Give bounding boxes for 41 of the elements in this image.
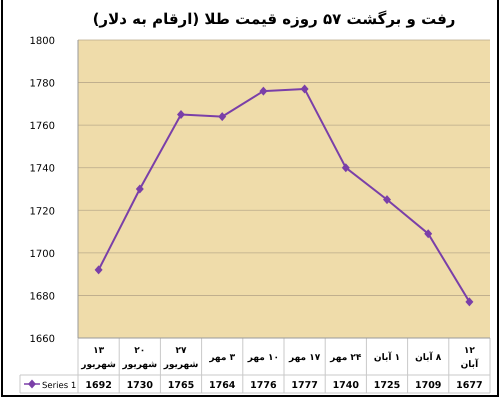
data-label: 1765 [168, 380, 194, 391]
point [177, 110, 185, 119]
x-tick-label: ۲۷ شهریور [162, 346, 198, 370]
legend: Series 1 [24, 380, 76, 391]
point [465, 297, 474, 306]
y-tick-label: 1800 [30, 36, 55, 47]
data-label: 1730 [126, 380, 154, 391]
x-tick-label: ۳ مهر [208, 353, 236, 363]
x-tick-label: ۱ آبان [374, 351, 400, 363]
y-tick-label: 1700 [30, 248, 55, 260]
y-tick-label: 1680 [30, 291, 55, 302]
y-tick-label: 1660 [30, 334, 55, 345]
x-tick-label: ۱۳ شهریور [80, 346, 116, 370]
point [94, 265, 103, 274]
data-label: 1677 [456, 380, 483, 391]
x-tick-label: ۸ آبان [415, 351, 442, 363]
x-tick-label: ۱۲ آبان [460, 346, 480, 370]
x-tick-label: ۱۰ مهر [246, 353, 280, 363]
x-tick-label: ۱۷ مهر [288, 353, 321, 363]
x-tick-label: ۲۰ شهریور [122, 346, 158, 370]
legend-label: Series 1 [42, 381, 76, 391]
data-label: 1777 [291, 380, 318, 391]
point [136, 184, 144, 194]
chart-title: رفت و برگشت ۵۷ روزه قیمت طلا (ارقام به دلار) [92, 10, 456, 28]
data-label: 1764 [208, 380, 236, 391]
point [300, 84, 309, 94]
point [383, 195, 391, 204]
point [259, 86, 268, 96]
x-tick-label: ۲۴ مهر [329, 353, 362, 363]
point [342, 163, 350, 172]
data-label: 1725 [374, 380, 400, 391]
data-label: 1776 [250, 380, 278, 391]
data-label: 1740 [332, 380, 360, 391]
y-tick-label: 1740 [30, 164, 55, 175]
y-tick-label: 1760 [30, 121, 55, 132]
data-label: 1692 [85, 380, 112, 391]
y-tick-label: 1720 [30, 206, 55, 218]
point [218, 112, 226, 122]
data-label: 1709 [414, 380, 442, 391]
y-tick-label: 1780 [30, 78, 55, 90]
point [424, 229, 432, 238]
